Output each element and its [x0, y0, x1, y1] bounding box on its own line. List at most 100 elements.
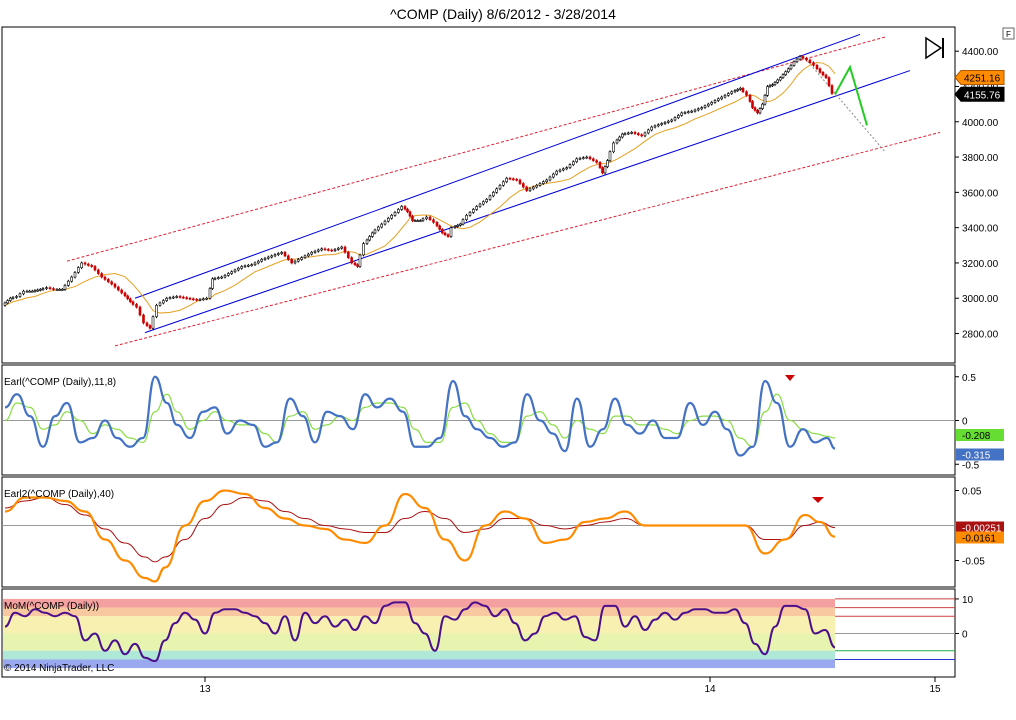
candle-body — [827, 77, 831, 86]
candle-body — [58, 289, 61, 291]
candle-body — [263, 257, 267, 260]
candle-body — [36, 289, 39, 292]
candle-body — [432, 219, 435, 223]
candle-body — [9, 297, 12, 301]
candle-body — [435, 222, 439, 227]
candle-body — [753, 107, 757, 111]
candle-body — [505, 177, 508, 183]
candle-body — [582, 157, 585, 159]
candle-body — [6, 300, 9, 304]
projection-line — [804, 57, 886, 153]
play-end-icon[interactable] — [925, 36, 944, 60]
candle-body — [773, 82, 777, 86]
mom-zone — [3, 633, 835, 651]
candle-body — [565, 167, 568, 170]
candle-body — [733, 90, 737, 93]
candle-body — [110, 281, 113, 285]
candle-body — [727, 93, 730, 96]
candle-body — [403, 206, 407, 210]
price-y-tick-label: 3800.00 — [962, 153, 999, 164]
candle-body — [368, 236, 371, 241]
candle-body — [723, 94, 727, 98]
candle-body — [618, 136, 621, 141]
candle-body — [100, 273, 103, 278]
candle-body — [808, 59, 812, 63]
candle-body — [518, 179, 522, 184]
candle-body — [165, 297, 168, 301]
candle-body — [195, 299, 198, 301]
candle-body — [768, 85, 772, 87]
candle-body — [522, 183, 525, 188]
candle-body — [145, 322, 149, 326]
candle-body — [621, 133, 624, 138]
earl2-signal-marker — [812, 497, 824, 503]
candle-body — [283, 252, 287, 257]
last-price-tag — [954, 86, 1005, 102]
copyright-text: © 2014 NinjaTrader, LLC — [4, 663, 114, 674]
candle-body — [555, 170, 558, 175]
candle-body — [25, 290, 29, 293]
candle-body — [240, 266, 243, 269]
corner-button[interactable] — [1002, 27, 1015, 40]
candle-body — [162, 300, 165, 304]
candle-body — [250, 264, 253, 267]
candle-body — [168, 297, 172, 299]
mom-zone — [3, 607, 835, 617]
earl2-fast-line — [4, 489, 836, 583]
candle-body — [333, 249, 337, 251]
earl-fast-label: -0.315 — [962, 451, 991, 462]
candle-body — [687, 111, 690, 114]
moving-average-line — [4, 61, 836, 314]
candle-body — [273, 254, 277, 257]
candle-body — [512, 178, 515, 181]
candle-body — [562, 168, 565, 171]
candle-body — [178, 296, 182, 298]
candle-body — [453, 226, 457, 228]
candle-body — [243, 265, 247, 268]
candle-body — [353, 262, 357, 266]
price-panel — [1, 26, 956, 364]
candle-body — [393, 212, 397, 216]
candle-body — [459, 223, 462, 226]
candle-body — [28, 290, 31, 293]
candle-body — [300, 257, 303, 260]
candle-body — [158, 302, 162, 306]
candle-body — [700, 107, 703, 110]
x-axis: 13 14 15 — [199, 677, 941, 695]
candle-body — [192, 298, 195, 301]
candle-body — [198, 299, 202, 301]
channel-upper — [134, 33, 861, 299]
candle-body — [717, 98, 720, 101]
candle-body — [33, 290, 37, 292]
candle-body — [585, 156, 588, 159]
candle-body — [660, 123, 663, 126]
candle-body — [720, 96, 723, 100]
candle-body — [776, 79, 779, 83]
candle-body — [182, 296, 185, 299]
candle-body — [495, 188, 498, 193]
candle-body — [502, 181, 505, 186]
candle-body — [443, 232, 447, 236]
candle-body — [812, 62, 815, 66]
candle-body — [208, 288, 212, 299]
candle-body — [220, 276, 223, 279]
candle-body — [575, 158, 578, 163]
candle-body — [677, 114, 680, 118]
candle-body — [138, 306, 142, 316]
candle-body — [478, 203, 482, 207]
candle-body — [362, 243, 365, 256]
outer-channel-lower — [114, 131, 941, 347]
candle-body — [293, 260, 297, 264]
candle-body — [640, 134, 643, 137]
candle-body — [815, 64, 819, 70]
candle-body — [120, 289, 123, 294]
candle-body — [257, 260, 260, 264]
earl-slow-line — [4, 393, 836, 448]
candle-body — [667, 120, 670, 123]
candle-body — [627, 132, 630, 135]
candle-body — [623, 133, 627, 135]
candle-body — [595, 160, 598, 163]
candle-body — [598, 162, 602, 168]
candle-body — [615, 139, 619, 144]
candle-body — [421, 218, 425, 221]
